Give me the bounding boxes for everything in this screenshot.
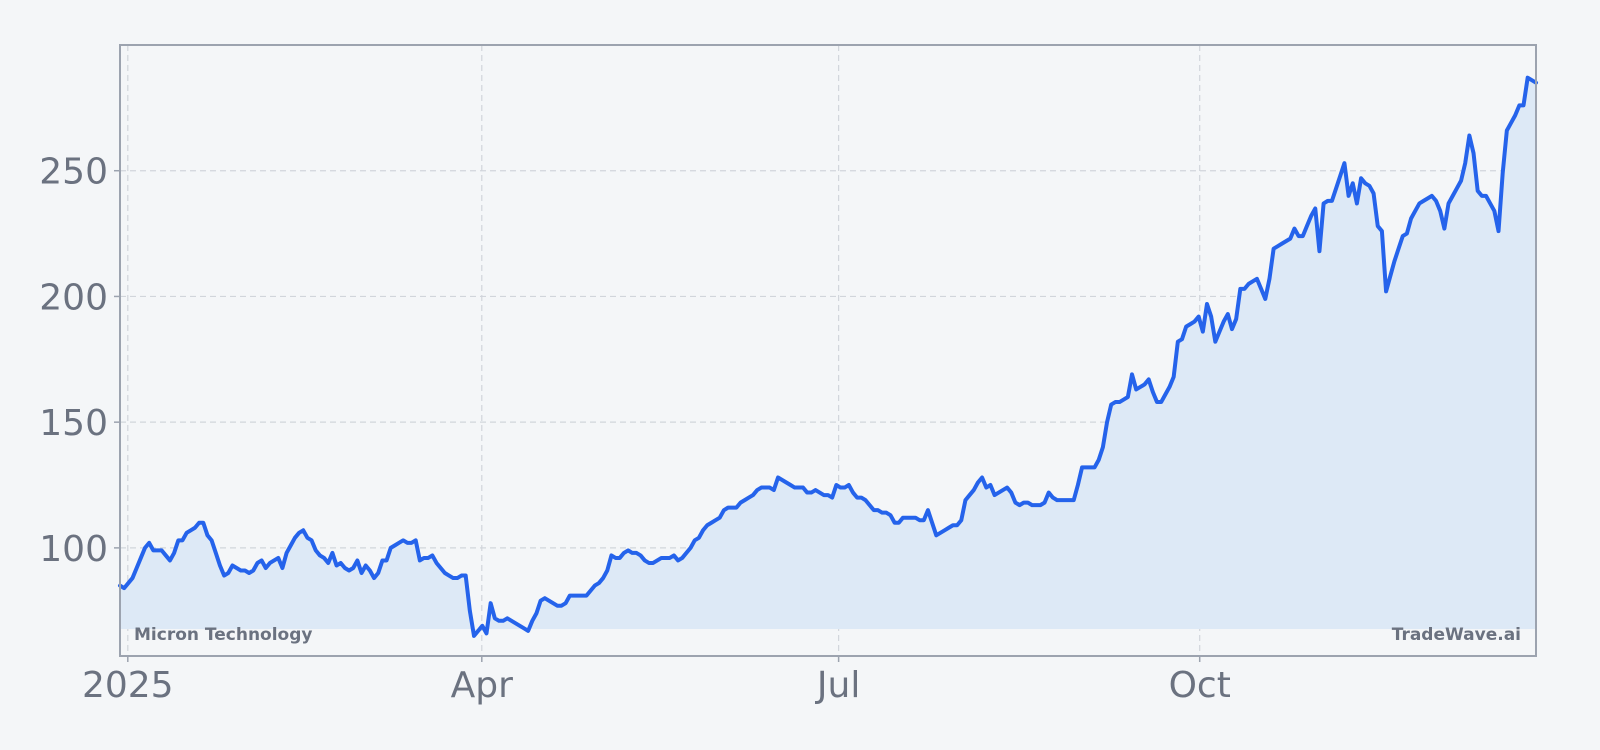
y-tick-label: 200: [39, 277, 108, 318]
x-tick-label: Jul: [815, 665, 860, 706]
y-tick-label: 150: [39, 403, 108, 444]
x-tick-label: Oct: [1169, 665, 1231, 706]
watermark-left: Micron Technology: [134, 625, 313, 645]
x-tick-label: 2025: [82, 665, 174, 706]
y-axis-ticks: 100 150 200 250: [39, 152, 120, 570]
y-tick-label: 250: [39, 152, 108, 193]
plot-frame: [119, 44, 1537, 657]
price-line: [118, 75, 1538, 638]
x-axis-ticks: 2025 Apr Jul Oct: [82, 656, 1231, 706]
y-tick-label: 100: [39, 529, 108, 570]
watermark-right: TradeWave.ai: [1392, 625, 1521, 645]
price-area-fill: [120, 77, 1536, 636]
x-tick-label: Apr: [451, 665, 513, 706]
